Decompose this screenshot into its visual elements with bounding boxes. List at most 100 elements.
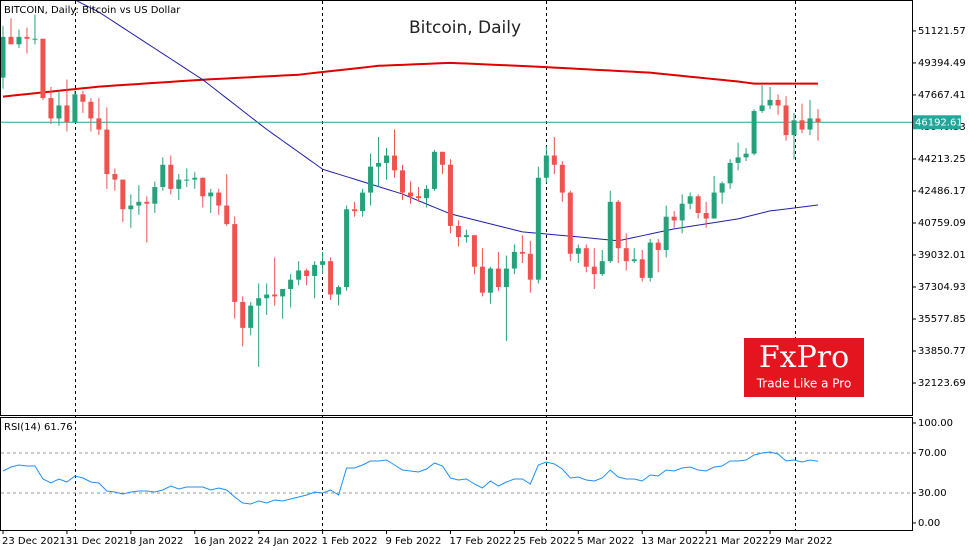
y-tick-label: 51121.57 [918,26,966,37]
candle-body [336,287,342,295]
candle-body [759,105,765,112]
candle-body [392,155,398,171]
candle-body [575,248,581,254]
candle-body [80,94,86,102]
candle-body [112,174,118,180]
candle-body [240,301,246,328]
candle-body [607,201,613,262]
x-tick-label: 9 Feb 2022 [386,536,442,547]
rsi-line [2,451,819,505]
candle-body [360,192,366,212]
candle-body [431,151,437,189]
candle-body [272,294,278,297]
candle-body [16,36,22,45]
x-tick-label: 21 Mar 2022 [705,536,768,547]
candle-body [767,99,773,106]
candle-body [352,209,358,212]
x-tick-label: 5 Mar 2022 [577,536,634,547]
y-tick-label: 42486.17 [918,186,966,197]
y-tick-label: 35577.85 [918,314,966,325]
rsi-layer [1,451,912,505]
candle-body [160,164,166,188]
candle-body [32,38,38,40]
candle-body [527,253,533,280]
candle-body [224,205,230,225]
candle-body [415,196,421,199]
price-panel [0,0,913,416]
x-tick-label: 16 Jan 2022 [194,536,254,547]
candle-body [711,192,717,219]
candle-body [447,164,453,226]
candle-body [727,162,733,184]
moving-average [2,61,818,98]
candle-body [687,196,693,204]
y-tick-label: 100.00 [918,418,953,429]
candle-body [152,187,158,204]
candle-body [751,111,757,154]
y-tick-label: 37304.93 [918,282,966,293]
candle-body [192,177,198,180]
candle-body [647,242,653,278]
candle-body [312,264,318,276]
candle-body [64,105,70,123]
y-tick-label: 32123.69 [918,378,966,389]
candle-body [423,188,429,199]
candle-body [511,251,517,269]
y-tick-label: 39032.01 [918,250,966,261]
candle-body [384,155,390,163]
candle-body [136,201,142,206]
last-price-label: 46192.61 [915,117,963,128]
candle-body [368,166,374,193]
candle-body [735,157,741,163]
candle-body [176,179,182,189]
candle-body [671,216,677,221]
candle-body [344,209,350,288]
candle-body [583,248,589,267]
candle-body [799,120,805,130]
candle-body [168,164,174,189]
chart-header: BITCOIN, Daily: Bitcoin vs US Dollar [4,5,181,16]
candle-body [679,203,685,221]
candle-body [775,99,781,106]
candle-body [232,224,238,302]
candle-body [815,118,821,123]
y-tick-label: 49394.49 [918,58,966,69]
logo-tagline: Trade Like a Pro [756,377,852,391]
candle-body [543,155,549,178]
x-tick-label: 17 Feb 2022 [449,536,511,547]
x-tick-label: 23 Dec 2021 [2,536,66,547]
y-tick-label: 40759.09 [918,218,966,229]
candle-body [328,261,334,295]
candle-body [8,36,14,45]
candle-body [703,212,709,219]
candle-body [72,94,78,123]
y-tick-label: 70.00 [918,448,947,459]
candle-body [256,298,262,306]
candle-body [376,162,382,167]
moving-average [76,1,819,242]
candle-body [104,129,110,175]
last-price-tag [913,115,961,130]
candle-body [288,279,294,289]
candle-body [120,179,126,210]
candle-body [455,225,461,238]
y-tick-label: 0.00 [918,518,940,529]
candle-body [623,248,629,262]
candle-body [408,192,413,197]
candle-body [48,98,54,119]
candle-body [591,266,597,275]
candle-body [599,261,605,275]
candle-body [1,36,6,78]
price-layer [1,1,912,367]
candle-body [519,251,525,254]
candle-body [783,105,789,136]
candle-body [743,153,749,158]
candle-body [304,270,310,276]
candle-body [248,305,254,328]
y-tick-label: 44213.25 [918,154,966,165]
candle-body [216,192,222,206]
candle-body [184,179,190,181]
candle-body [559,164,565,193]
candle-body [56,105,62,119]
candle-body [655,242,661,251]
